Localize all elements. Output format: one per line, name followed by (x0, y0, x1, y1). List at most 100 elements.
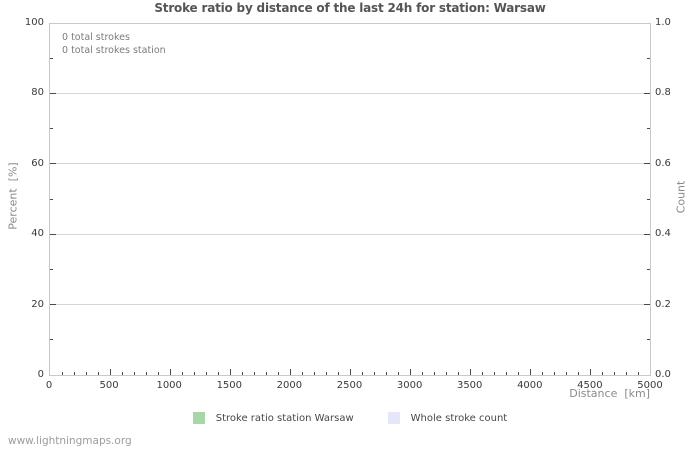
x-tick (590, 369, 591, 375)
x-tick-label: 0 (45, 380, 53, 391)
y-left-tick-label: 20 (31, 298, 44, 310)
y-left-tick (50, 93, 56, 95)
annotation-totals: 0 total strokes 0 total strokes station (62, 32, 166, 57)
y-right-tick (647, 128, 650, 130)
x-tick-label: 5000 (637, 380, 663, 391)
legend-swatch-ratio (192, 412, 205, 424)
y-right-tick-label: 0.0 (655, 369, 671, 380)
x-tick-label: 2500 (336, 380, 363, 391)
x-tick (206, 372, 207, 375)
y-left-tick (50, 163, 56, 165)
x-tick (290, 369, 291, 375)
x-tick (86, 372, 87, 375)
x-tick (338, 372, 339, 375)
x-tick (410, 369, 411, 375)
x-tick (626, 372, 627, 375)
x-tick (434, 372, 435, 375)
x-tick (542, 372, 543, 375)
legend-item: Stroke ratio station Warsaw (192, 412, 354, 424)
x-tick (62, 372, 63, 375)
y-right-tick (644, 93, 650, 95)
x-tick (374, 372, 375, 375)
y-left-tick (50, 268, 53, 270)
gridline (50, 93, 650, 95)
x-tick (602, 372, 603, 375)
x-tick (278, 372, 279, 375)
y-right-tick (644, 233, 650, 235)
y-left-tick (50, 233, 56, 235)
x-tick (158, 372, 159, 375)
y-right-tick-label: 0.4 (655, 228, 671, 240)
x-tick (506, 372, 507, 375)
y-right-tick (647, 58, 650, 60)
x-tick (518, 372, 519, 375)
y-right-tick (647, 198, 650, 200)
x-axis-title: Distance [km] (569, 387, 650, 400)
x-tick (254, 372, 255, 375)
x-tick (614, 372, 615, 375)
x-tick-label: 1500 (216, 380, 243, 391)
legend-item: Whole stroke count (387, 412, 507, 424)
y-right-tick-label: 0.2 (655, 298, 671, 310)
x-tick (554, 372, 555, 375)
x-tick (350, 369, 351, 375)
y-right-tick (647, 338, 650, 340)
x-tick-label: 1000 (156, 380, 182, 391)
x-tick-label: 2000 (276, 380, 303, 391)
footer-watermark: www.lightningmaps.org (8, 435, 132, 447)
y-right-tick-label: 0.6 (655, 157, 671, 169)
x-tick (182, 372, 183, 375)
x-tick (218, 372, 219, 375)
y-left-tick (50, 198, 53, 200)
y-left-tick-label: 60 (31, 157, 44, 169)
gridline (50, 303, 650, 305)
annotation-total-strokes: 0 total strokes (62, 32, 130, 43)
x-tick (326, 372, 327, 375)
y-left-tick-label: 100 (24, 17, 44, 28)
x-tick (302, 372, 303, 375)
x-tick-label: 3000 (396, 380, 423, 391)
chart-title: Stroke ratio by distance of the last 24h… (154, 1, 546, 15)
y-right-axis-title: Count (674, 180, 688, 214)
y-right-tick (647, 268, 650, 270)
x-tick (134, 372, 135, 375)
x-tick (230, 369, 231, 375)
x-tick (530, 369, 531, 375)
y-left-tick (50, 338, 53, 340)
x-tick-label: 3500 (456, 380, 483, 391)
x-tick (494, 372, 495, 375)
x-tick (458, 372, 459, 375)
x-tick (386, 372, 387, 375)
y-left-tick (50, 128, 53, 130)
x-tick (566, 372, 567, 375)
legend-label: Stroke ratio station Warsaw (215, 412, 354, 424)
x-tick (242, 372, 243, 375)
x-tick (98, 372, 99, 375)
y-right-tick-label: 0.8 (655, 87, 671, 99)
y-left-tick (50, 58, 53, 60)
x-tick (122, 372, 123, 375)
x-tick (446, 372, 447, 375)
x-tick-label: 4500 (577, 380, 603, 391)
y-left-axis-title: Percent [%] (6, 162, 20, 230)
gridline (50, 233, 650, 235)
x-tick (110, 369, 111, 375)
annotation-total-strokes-station: 0 total strokes station (62, 44, 166, 56)
x-tick (398, 372, 399, 375)
x-tick (578, 372, 579, 375)
gridline (50, 163, 650, 165)
y-right-tick (644, 303, 650, 305)
x-tick (362, 372, 363, 375)
y-left-tick-label: 40 (31, 228, 44, 240)
x-tick (314, 372, 315, 375)
x-tick (638, 372, 639, 375)
y-left-tick-label: 0 (37, 369, 44, 380)
y-left-tick (50, 303, 56, 305)
x-tick (266, 372, 267, 375)
x-tick-label: 4000 (517, 380, 543, 391)
y-right-tick-label: 1.0 (655, 17, 671, 28)
legend-swatch-count (387, 412, 400, 424)
x-tick-label: 500 (99, 380, 119, 391)
y-right-tick (644, 163, 650, 165)
